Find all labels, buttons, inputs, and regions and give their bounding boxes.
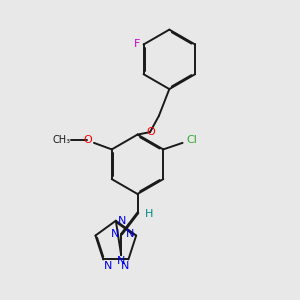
Text: Cl: Cl bbox=[186, 136, 197, 146]
Text: N: N bbox=[111, 229, 119, 239]
Text: CH₃: CH₃ bbox=[53, 135, 71, 145]
Text: F: F bbox=[134, 39, 140, 49]
Text: H: H bbox=[145, 209, 153, 219]
Text: N: N bbox=[117, 256, 125, 266]
Text: N: N bbox=[118, 216, 127, 226]
Text: O: O bbox=[146, 127, 155, 137]
Text: N: N bbox=[121, 261, 129, 271]
Text: N: N bbox=[103, 261, 112, 271]
Text: O: O bbox=[83, 135, 92, 145]
Text: N: N bbox=[125, 229, 134, 239]
